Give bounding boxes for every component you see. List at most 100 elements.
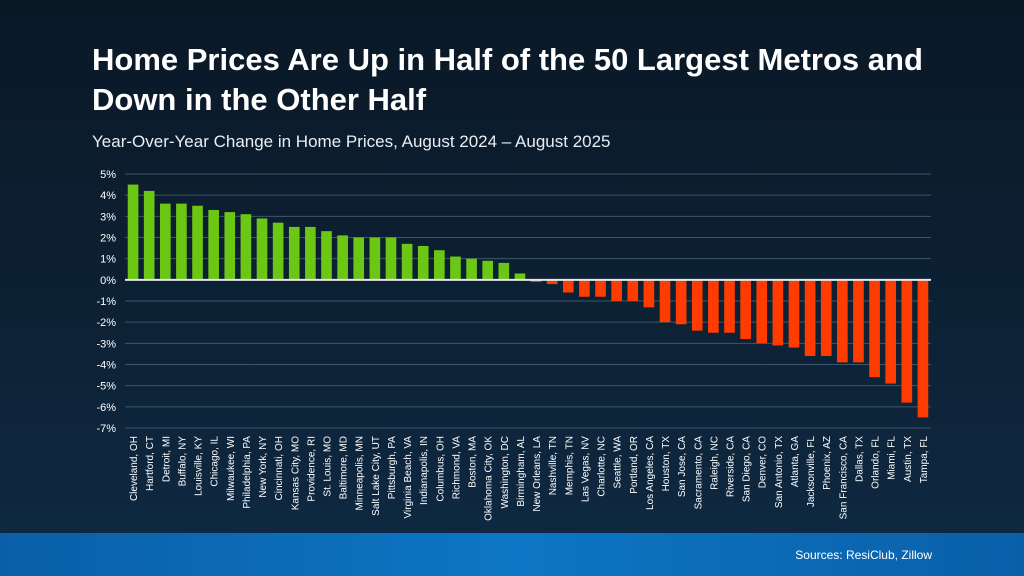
x-tick-label: Portland, OR: [629, 436, 640, 494]
bar: [562, 279, 574, 293]
bar: [353, 237, 365, 280]
x-tick-label: Atlanta, GA: [790, 436, 801, 487]
footer-band: Sources: ResiClub, Zillow: [0, 533, 1024, 576]
bar: [369, 237, 381, 280]
x-tick-label: Dallas, TX: [854, 436, 865, 482]
x-tick-label: Philadelphia, PA: [242, 436, 253, 509]
y-tick-label: -6%: [96, 402, 116, 414]
x-tick-label: Seattle, WA: [613, 436, 624, 489]
bar: [804, 279, 816, 357]
x-tick-label: Phoenix, AZ: [822, 436, 833, 490]
bar: [643, 279, 655, 308]
bar: [450, 256, 461, 280]
x-tick-label: Hartford, CT: [145, 436, 156, 491]
y-tick-label: -2%: [96, 317, 116, 329]
x-tick-label: Las Vegas, NV: [580, 436, 591, 502]
x-tick-label: Baltimore, MD: [339, 436, 350, 499]
bar: [675, 279, 687, 325]
x-tick-label: Memphis, TN: [564, 436, 575, 495]
x-tick-label: Raleigh, NC: [709, 436, 720, 490]
x-tick-label: Austin, TX: [903, 436, 914, 482]
x-tick-label: Providence, RI: [306, 436, 317, 502]
bar: [143, 190, 155, 280]
bar: [337, 235, 348, 280]
x-tick-label: Sacramento, CA: [693, 436, 704, 510]
bar: [627, 279, 639, 301]
x-tick-label: Jacksonville, FL: [806, 436, 817, 508]
y-tick-label: -5%: [96, 381, 116, 393]
bar: [595, 279, 606, 297]
x-tick-label: Cleveland, OH: [129, 436, 140, 501]
x-tick-label: Birmingham, AL: [516, 436, 527, 507]
bar: [740, 279, 751, 340]
bar: [514, 273, 526, 280]
bar: [869, 279, 880, 378]
x-tick-label: Salt Lake City, UT: [371, 436, 382, 516]
y-tick-label: -4%: [96, 360, 116, 372]
bar: [611, 279, 622, 301]
bar: [159, 203, 171, 280]
x-tick-label: St. Louis, MO: [323, 436, 334, 497]
bar: [530, 279, 542, 282]
x-tick-label: Cincinnati, OH: [274, 436, 285, 500]
bar: [724, 279, 735, 333]
x-tick-label: Washington, DC: [500, 436, 511, 508]
bar: [321, 231, 332, 280]
bar: [708, 279, 719, 333]
x-tick-label: Buffalo, NY: [177, 436, 188, 487]
x-tick-label: Richmond, VA: [451, 436, 462, 500]
bar: [788, 279, 800, 348]
y-tick-label: 0%: [100, 275, 116, 287]
bar: [385, 237, 397, 280]
x-tick-label: Los Angeles, CA: [645, 436, 656, 510]
x-tick-label: Nashville, TN: [548, 436, 559, 495]
x-tick-label: San Jose, CA: [677, 436, 688, 497]
bar: [885, 279, 897, 384]
bar: [901, 279, 913, 403]
x-tick-label: San Diego, CA: [742, 436, 753, 502]
bar: [772, 279, 784, 346]
x-tick-label: Chicago, IL: [210, 436, 221, 487]
x-tick-label: Kansas City, MO: [290, 436, 301, 510]
x-tick-label: San Antonio, TX: [774, 436, 785, 508]
bar: [917, 279, 929, 418]
bar: [288, 226, 300, 280]
x-tick-label: Orlando, FL: [871, 436, 882, 489]
x-tick-label: Columbus, OH: [435, 436, 446, 502]
bar: [401, 243, 413, 280]
x-tick-label: Milwaukee, WI: [226, 436, 237, 501]
x-tick-label: Riverside, CA: [726, 436, 737, 497]
y-tick-label: 1%: [100, 254, 116, 266]
x-tick-label: Houston, TX: [661, 436, 672, 492]
y-tick-label: 2%: [100, 233, 116, 245]
y-tick-label: 4%: [100, 190, 116, 202]
bar: [853, 279, 864, 363]
x-tick-label: Indianapolis, IN: [419, 436, 430, 505]
bar: [466, 258, 477, 280]
bar: [240, 214, 252, 280]
chart-subtitle: Year-Over-Year Change in Home Prices, Au…: [92, 132, 611, 151]
bar: [224, 212, 236, 280]
bar: [837, 279, 848, 363]
x-tick-label: Virginia Beach, VA: [403, 436, 414, 519]
bar: [256, 218, 268, 280]
bar: [546, 279, 558, 285]
x-tick-label: Tampa, FL: [919, 436, 930, 484]
bar: [208, 209, 219, 280]
bar: [756, 279, 768, 344]
chart-title: Home Prices Are Up in Half of the 50 Lar…: [92, 42, 923, 117]
x-tick-label: Boston, MA: [468, 436, 479, 488]
x-tick-label: Louisville, KY: [194, 436, 205, 496]
source-note: Sources: ResiClub, Zillow: [795, 548, 932, 562]
x-tick-label: Denver, CO: [758, 436, 769, 488]
x-tick-label: Detroit, MI: [161, 436, 172, 482]
bar: [691, 279, 703, 331]
bar-chart: 5% 4% 3% 2% 1% 0% -1% -2% -3% -4% -5% -6% -7% Clevela…: [96, 173, 931, 519]
bar: [820, 279, 832, 357]
bar: [305, 226, 316, 280]
x-tick-label: New York, NY: [258, 436, 269, 498]
bar: [272, 222, 284, 280]
bar: [659, 279, 671, 323]
x-tick-label: New Orleans, LA: [532, 436, 543, 512]
bar: [417, 245, 429, 280]
